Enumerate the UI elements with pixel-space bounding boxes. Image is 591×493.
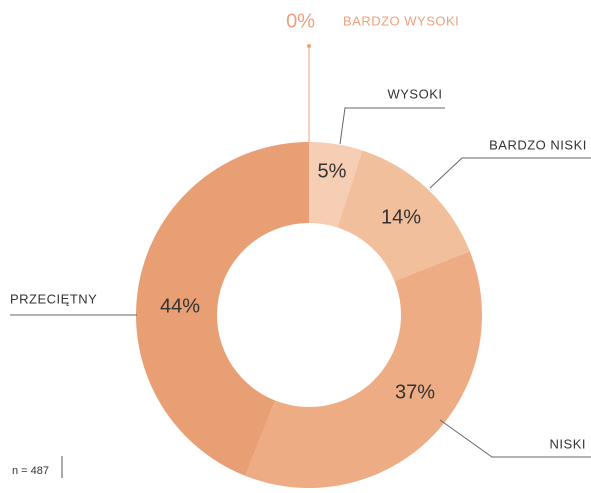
value-label: 44% [160, 295, 200, 317]
leader-line [429, 157, 591, 189]
value-label: 14% [381, 206, 421, 228]
sample-size: n = 487 [12, 465, 49, 477]
category-label: WYSOKI [387, 86, 442, 101]
category-label: BARDZO NISKI [489, 137, 587, 152]
slice [136, 142, 309, 476]
slice [245, 251, 482, 488]
slice [337, 150, 470, 282]
leader-dot [307, 44, 311, 48]
value-label: 37% [395, 381, 435, 403]
slice [309, 142, 363, 228]
value-label: 0% [286, 10, 315, 32]
leader-line [339, 107, 445, 145]
category-label: BARDZO WYSOKI [343, 13, 459, 28]
category-label: PRZECIĘTNY [10, 291, 97, 306]
leader-line [439, 419, 591, 458]
category-label: NISKI [550, 436, 586, 451]
value-label: 5% [318, 160, 347, 182]
